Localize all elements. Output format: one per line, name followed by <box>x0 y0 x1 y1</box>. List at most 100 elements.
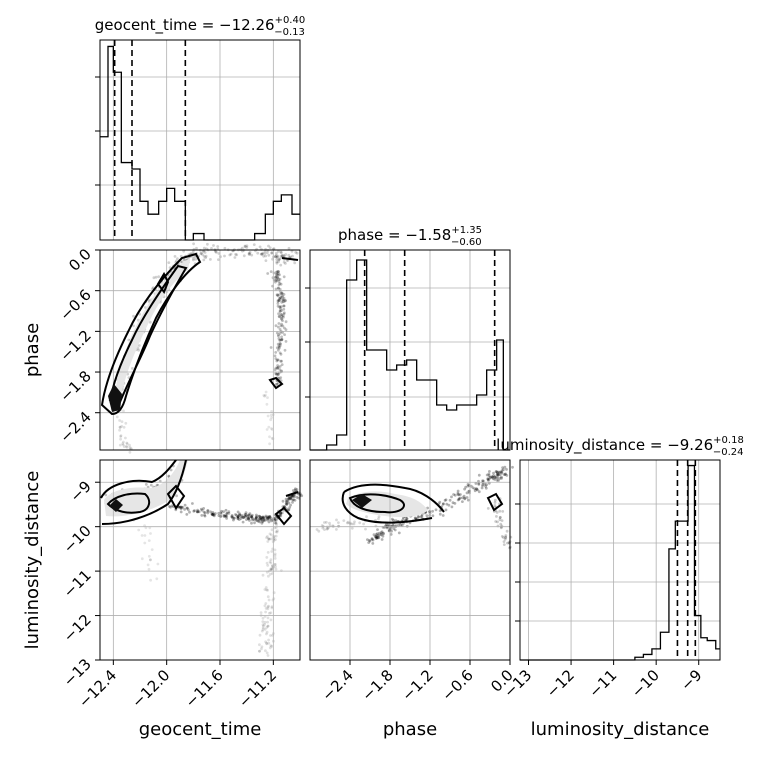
sample-point <box>502 543 506 546</box>
sample-point <box>176 257 179 261</box>
sample-point <box>179 260 183 264</box>
sample-point <box>149 558 152 562</box>
sample-point <box>504 472 507 476</box>
sample-point <box>287 246 291 250</box>
sample-point <box>115 415 119 419</box>
sample-point <box>275 372 279 376</box>
sample-point <box>463 497 467 501</box>
sample-point <box>498 473 502 477</box>
sample-point <box>450 495 453 499</box>
sample-point <box>118 443 122 447</box>
sample-point <box>186 506 189 510</box>
sample-point <box>267 598 271 602</box>
sample-point <box>261 616 265 620</box>
sample-point <box>266 624 270 628</box>
sample-point <box>269 537 273 541</box>
sample-point <box>199 252 203 256</box>
sample-point <box>483 482 487 486</box>
sample-point <box>504 534 508 537</box>
sample-point <box>459 493 462 496</box>
sample-point <box>250 521 253 525</box>
sample-point <box>259 515 263 519</box>
sample-point <box>261 515 265 519</box>
sample-point <box>193 509 196 512</box>
sample-point <box>441 514 445 517</box>
sample-point <box>326 527 329 531</box>
sample-point <box>280 309 283 312</box>
sample-point <box>280 253 284 257</box>
sample-point <box>276 529 279 533</box>
sample-point <box>196 510 199 514</box>
sample-point <box>242 254 246 258</box>
sample-point <box>268 572 272 576</box>
sample-point <box>276 293 279 297</box>
sample-point <box>230 515 234 518</box>
sample-point <box>277 270 280 274</box>
sample-point <box>279 305 283 309</box>
sample-point <box>279 255 283 258</box>
sample-point <box>152 276 156 280</box>
sample-point <box>265 516 269 520</box>
sample-point <box>268 515 272 518</box>
sample-point <box>147 567 151 571</box>
sample-point <box>484 486 488 490</box>
sample-point <box>233 256 237 259</box>
sample-point <box>251 516 254 520</box>
sample-point <box>179 510 183 514</box>
sample-point <box>274 366 278 370</box>
sample-point <box>214 512 217 515</box>
contour-line <box>274 506 293 526</box>
sample-point <box>147 298 151 302</box>
sample-point <box>278 332 282 335</box>
sample-point <box>466 483 470 486</box>
panel-frame <box>309 249 511 451</box>
sample-point <box>400 524 404 527</box>
sample-point <box>179 507 183 511</box>
sample-point <box>373 535 377 539</box>
sample-point <box>268 515 271 519</box>
sample-point <box>473 489 477 493</box>
sample-point <box>140 557 144 561</box>
sample-point <box>125 441 129 445</box>
sample-point <box>495 515 498 518</box>
sample-point <box>256 519 259 523</box>
sample-point <box>457 497 461 500</box>
sample-point <box>230 515 234 519</box>
sample-point <box>264 515 268 519</box>
sample-point <box>499 470 503 474</box>
sample-point <box>500 475 503 479</box>
sample-point <box>273 518 277 522</box>
sample-point <box>375 532 379 536</box>
sample-point <box>438 500 442 504</box>
sample-point <box>277 345 281 349</box>
sample-point <box>192 509 196 513</box>
sample-point <box>270 528 274 532</box>
sample-point <box>277 250 280 253</box>
sample-point <box>169 468 173 472</box>
sample-point <box>481 479 484 483</box>
sample-point <box>279 342 282 346</box>
sample-point <box>488 475 492 479</box>
sample-point <box>250 513 254 517</box>
sample-point <box>233 516 236 520</box>
sample-point <box>500 476 503 480</box>
sample-point <box>280 569 283 572</box>
sample-point <box>484 484 487 488</box>
sample-point <box>502 468 505 472</box>
sample-point <box>209 258 212 261</box>
sample-point <box>263 623 266 626</box>
sample-point <box>485 483 488 487</box>
sample-point <box>265 556 269 559</box>
sample-point <box>266 396 269 399</box>
sample-point <box>277 286 280 290</box>
sample-point <box>206 509 210 512</box>
sample-point <box>180 260 184 264</box>
sample-point <box>293 498 297 502</box>
geocent-time-x-tick-label: −11.2 <box>235 666 280 711</box>
sample-point <box>274 519 278 522</box>
sample-point <box>350 526 354 530</box>
sample-point <box>292 498 295 502</box>
sample-point <box>266 620 269 624</box>
sample-point <box>376 536 380 540</box>
